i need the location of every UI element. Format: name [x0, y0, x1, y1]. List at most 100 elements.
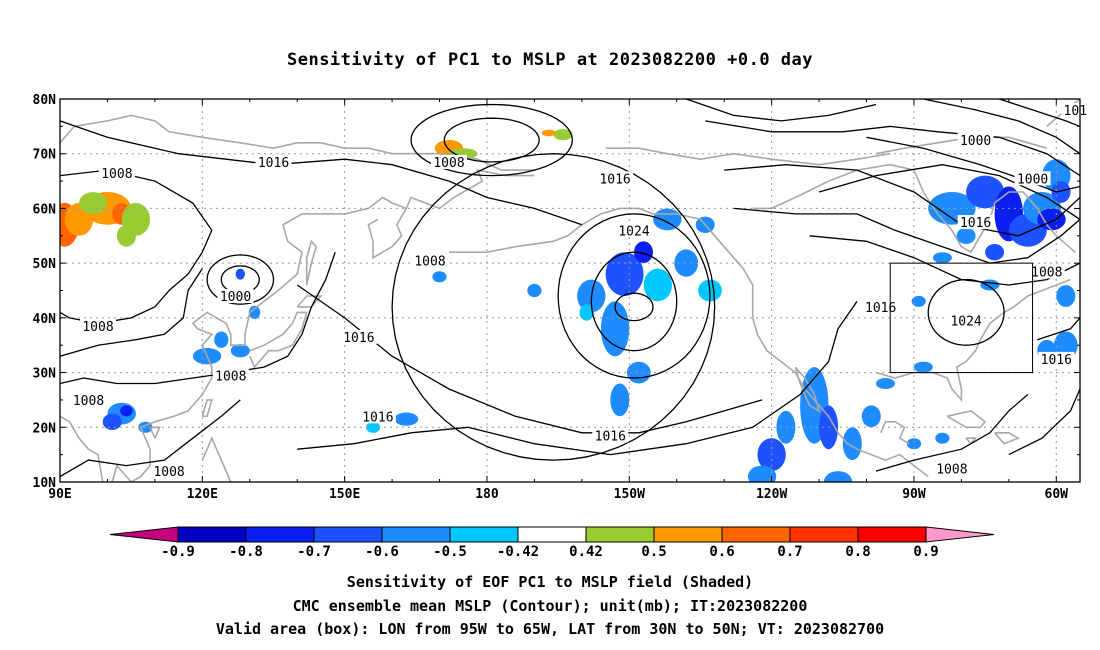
- contour-label-bg: [217, 289, 254, 303]
- shade-blob: [876, 378, 895, 389]
- lon-tick-label: 60W: [1045, 487, 1069, 502]
- contour-label: 1008: [1031, 265, 1062, 280]
- lat-tick-label: 70N: [33, 148, 57, 163]
- contour-label-bg: [597, 171, 634, 186]
- contour-label-bg: [212, 368, 249, 383]
- shade-blob: [776, 410, 796, 444]
- contour-line: [391, 153, 716, 461]
- colorbar-box: [721, 526, 791, 543]
- contour-label-bg: [1028, 264, 1065, 279]
- shade-blob: [120, 405, 133, 417]
- coastline: [201, 399, 213, 418]
- shade-blob: [674, 249, 699, 277]
- contour-label: 1024: [950, 315, 981, 330]
- coastline: [60, 114, 535, 171]
- contour-line: [614, 292, 654, 322]
- contour-label: 1008: [101, 167, 132, 182]
- contour-label-bg: [70, 392, 107, 407]
- contour-label: 1016: [599, 172, 630, 187]
- coastlines: [60, 99, 1080, 482]
- shade-blob: [653, 208, 682, 231]
- lon-tick-label: 120W: [756, 487, 787, 502]
- contour-line: [818, 164, 1080, 220]
- contour-line: [60, 399, 241, 478]
- contour-label: 1016: [595, 430, 626, 445]
- coastline: [449, 207, 929, 478]
- shade-blob: [643, 268, 672, 302]
- shade-blob: [980, 279, 1000, 291]
- shade-blob: [985, 244, 1005, 261]
- contour-label-bg: [862, 299, 899, 314]
- colorbar-label: 0.9: [913, 544, 938, 560]
- lat-tick-label: 10N: [33, 476, 57, 491]
- lat-tick-label: 30N: [33, 367, 57, 382]
- footer-line-3: Valid area (box): LON from 95W to 65W, L…: [215, 620, 885, 638]
- contour-label: 1016: [865, 301, 896, 316]
- colorbar-box: [789, 526, 859, 543]
- contour-line: [410, 103, 574, 177]
- colorbar-label: 0.7: [777, 544, 802, 560]
- lat-tick-label: 40N: [33, 312, 57, 327]
- shade-blob: [932, 252, 952, 264]
- contour-label-bg: [1061, 102, 1090, 117]
- axes: 90E 120E 150E 180 150W 120W 90W 60W 10N 20N 30N 40N…: [33, 93, 1080, 502]
- contour-line: [60, 169, 213, 324]
- lon-tick-label: 90W: [902, 487, 926, 502]
- footer-line-1: Sensitivity of EOF PC1 to MSLP field (Sh…: [346, 573, 754, 591]
- colorbar-label: 0.42: [569, 544, 603, 560]
- colorbar-box: [585, 526, 655, 543]
- coastline: [60, 415, 104, 482]
- lon-tick-label: 90E: [48, 487, 71, 502]
- contour-label: 1000: [960, 134, 991, 149]
- contour-label-bg: [957, 215, 994, 230]
- contour-line: [999, 99, 1080, 128]
- coastline: [305, 239, 318, 286]
- shade-blob: [527, 283, 542, 298]
- shade-blob: [842, 427, 862, 461]
- contour-label-bg: [957, 133, 994, 147]
- colorbar-label: 0.6: [709, 544, 734, 560]
- shade-blob: [966, 175, 1005, 209]
- coastline: [946, 410, 987, 429]
- contour-label: 1008: [82, 320, 113, 335]
- contour-label-bg: [151, 464, 188, 479]
- colorbar-label: -0.5: [433, 544, 467, 560]
- contour-label: 1008: [414, 254, 445, 269]
- shade-blob: [116, 224, 136, 247]
- lat-tick-label: 80N: [33, 93, 57, 108]
- lon-tick-label: 120E: [187, 487, 218, 502]
- shade-blob: [913, 361, 933, 373]
- coastline: [879, 421, 910, 445]
- coastline: [875, 278, 1071, 403]
- contour-label-bg: [431, 154, 467, 169]
- lat-tick-label: 50N: [33, 257, 57, 272]
- colorbar-arrow-high: [925, 526, 995, 543]
- contour-label: 1024: [618, 224, 649, 239]
- shade-blob: [248, 305, 261, 319]
- coastline: [201, 436, 232, 482]
- colorbar: -0.9 -0.8 -0.7 -0.6 -0.5 -0.42 0.42 0.5 0.6 0.7 0.…: [109, 526, 995, 560]
- colorbar-label: 0.8: [845, 544, 870, 560]
- contour-line: [206, 254, 275, 305]
- colorbar-box: [449, 526, 519, 543]
- contour-line: [1037, 317, 1080, 341]
- colorbar-label: -0.6: [365, 544, 399, 560]
- sensitivity-shading: [60, 129, 1078, 482]
- contour-label: 101: [1064, 104, 1087, 119]
- colorbar-box: [245, 526, 315, 543]
- coastline: [794, 366, 821, 413]
- contour-label: 1000: [1017, 172, 1048, 187]
- shade-blob: [935, 432, 950, 444]
- coastline: [605, 147, 891, 166]
- shade-blob: [579, 304, 594, 321]
- colorbar-label: -0.8: [229, 544, 263, 560]
- coastline: [965, 437, 978, 445]
- shade-blob: [214, 331, 229, 348]
- shade-blob: [1037, 208, 1066, 231]
- shade-blob: [102, 413, 122, 430]
- lon-tick-label: 180: [475, 487, 499, 502]
- contour-label-bg: [933, 461, 970, 476]
- coastline: [993, 432, 1021, 445]
- contour-label-bg: [948, 313, 985, 328]
